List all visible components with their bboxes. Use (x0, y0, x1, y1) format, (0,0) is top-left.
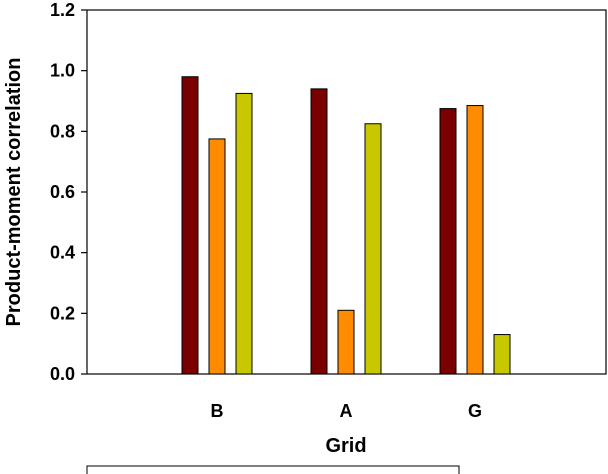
bar-series-group (181, 76, 511, 375)
bar-g-series-3 (493, 334, 511, 375)
legend-box (86, 465, 460, 474)
y-axis: 0.0 0.2 0.4 0.6 0.8 1.0 1.2 (50, 0, 87, 384)
bar-b-series-2 (208, 138, 226, 375)
y-axis-title: Product-moment correlation (3, 58, 25, 327)
y-tick-label: 1.2 (50, 0, 75, 20)
bar-g-series-2 (466, 105, 484, 375)
bar-a-series-1 (310, 88, 328, 375)
y-tick-label: 0.6 (50, 182, 75, 202)
bar-a-series-3 (364, 123, 382, 375)
y-tick-label: 0.8 (50, 121, 75, 141)
bar-b-series-3 (235, 92, 253, 375)
x-tick-label-b: B (211, 401, 224, 421)
x-tick-label-g: G (468, 401, 482, 421)
x-axis-title: Grid (325, 435, 366, 457)
y-tick-label: 1.0 (50, 61, 75, 81)
bar-b-series-1 (181, 76, 199, 375)
bar-g-series-1 (439, 108, 457, 375)
bar-a-series-2 (337, 309, 355, 375)
y-tick-label: 0.4 (50, 243, 75, 263)
y-tick-label: 0.2 (50, 303, 75, 323)
x-tick-label-a: A (340, 401, 353, 421)
y-tick-label: 0.0 (50, 364, 75, 384)
